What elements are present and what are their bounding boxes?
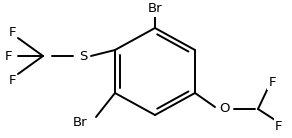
Text: F: F (8, 26, 16, 39)
Text: F: F (8, 74, 16, 87)
Text: F: F (268, 75, 276, 88)
Text: F: F (5, 50, 13, 63)
Text: Br: Br (148, 2, 162, 15)
Text: O: O (219, 103, 229, 116)
Text: S: S (79, 50, 87, 63)
Text: F: F (275, 120, 283, 132)
Text: Br: Br (73, 116, 87, 129)
